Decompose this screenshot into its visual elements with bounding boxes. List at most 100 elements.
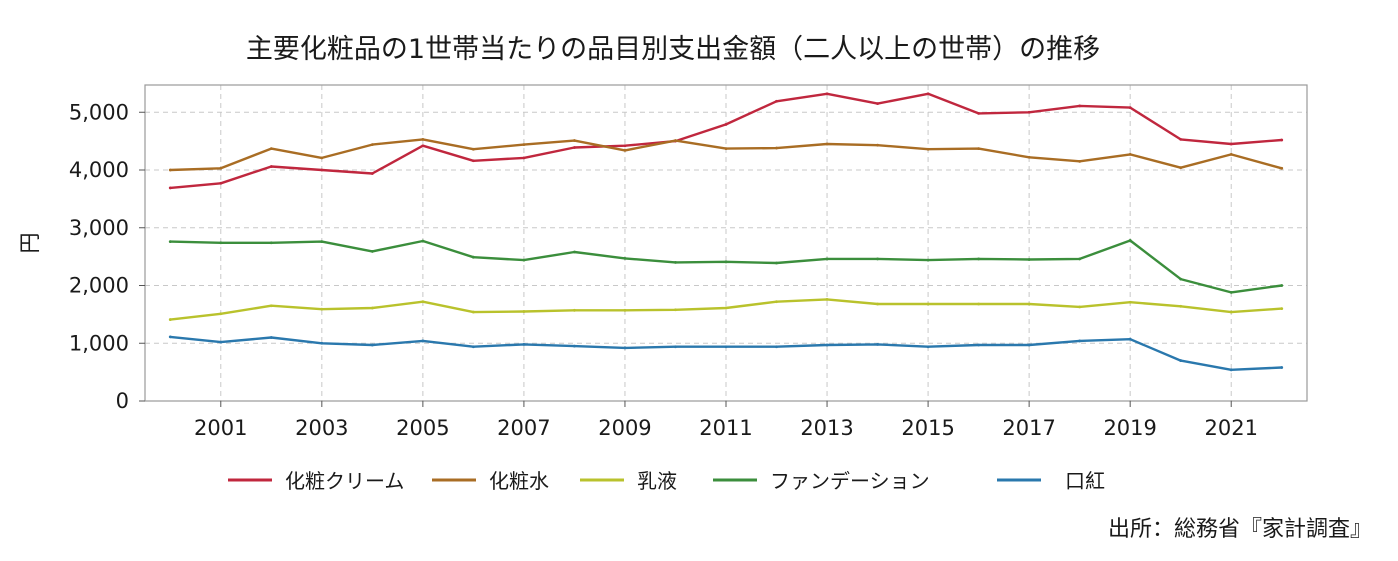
series-5 (168, 335, 1284, 372)
data-point (421, 300, 425, 304)
data-point (724, 147, 728, 151)
data-point (370, 172, 374, 175)
data-point (1179, 137, 1183, 141)
data-point (168, 318, 172, 321)
legend-item: 化粧水 (432, 469, 549, 493)
data-point (1229, 153, 1233, 156)
data-point (977, 302, 981, 306)
data-point (977, 112, 981, 115)
series-lines (168, 92, 1284, 372)
legend: 化粧クリーム 化粧水 乳液 ファンデーション 口紅 (228, 469, 1105, 493)
data-point (421, 137, 425, 141)
data-point (775, 345, 778, 349)
data-point (1027, 258, 1031, 261)
x-tick-label: 2001 (194, 416, 247, 440)
data-point (522, 156, 526, 160)
data-point (1078, 339, 1082, 343)
data-point (1078, 104, 1082, 108)
data-point (1229, 368, 1233, 372)
data-point (825, 142, 829, 146)
data-point (1179, 277, 1183, 281)
data-point (370, 143, 374, 146)
data-point (269, 336, 273, 339)
data-point (674, 345, 677, 349)
data-point (724, 306, 728, 310)
data-point (370, 250, 374, 253)
data-point (471, 159, 475, 163)
data-point (926, 147, 930, 151)
series-3 (168, 297, 1284, 321)
data-point (1280, 307, 1284, 311)
data-point (1128, 153, 1132, 156)
legend-item: 化粧クリーム (228, 469, 404, 493)
data-point (1128, 337, 1132, 341)
data-point (421, 239, 425, 243)
data-point (623, 144, 627, 148)
data-point (573, 344, 576, 348)
data-point (573, 146, 576, 149)
y-tick-label: 0 (116, 389, 129, 413)
data-point (168, 240, 172, 244)
y-axis-label: 円 (18, 233, 42, 254)
data-point (320, 240, 324, 244)
data-point (926, 92, 930, 96)
data-point (1280, 166, 1284, 170)
x-tick-label: 2007 (497, 416, 550, 440)
y-tick-label: 3,000 (69, 216, 129, 240)
data-point (269, 165, 273, 168)
data-point (623, 346, 627, 350)
data-point (977, 257, 981, 261)
data-point (926, 345, 930, 349)
data-point (522, 258, 526, 262)
data-point (573, 139, 576, 142)
data-point (219, 181, 223, 185)
y-axis-ticks: 0 1,000 2,000 3,000 4,000 5,000 (69, 100, 145, 413)
source-note: 出所：総務省『家計調査』 (1108, 517, 1372, 542)
data-point (471, 310, 475, 314)
x-tick-label: 2011 (699, 416, 752, 440)
data-point (876, 302, 879, 306)
data-point (724, 260, 728, 264)
x-tick-label: 2019 (1103, 416, 1156, 440)
x-tick-label: 2003 (295, 416, 348, 440)
legend-label: 化粧水 (489, 469, 549, 493)
legend-label: 化粧クリーム (285, 469, 404, 493)
data-point (876, 257, 879, 261)
data-point (219, 312, 223, 316)
data-point (876, 143, 879, 147)
x-tick-label: 2017 (1002, 416, 1055, 440)
data-point (168, 168, 172, 172)
data-point (168, 335, 172, 339)
x-tick-label: 2015 (901, 416, 954, 440)
data-point (471, 255, 475, 259)
data-point (674, 261, 677, 264)
data-point (421, 339, 425, 343)
data-point (219, 166, 223, 170)
data-point (724, 122, 728, 126)
data-point (674, 139, 677, 142)
data-point (674, 308, 677, 312)
data-point (1128, 300, 1132, 304)
data-point (977, 343, 981, 347)
data-point (926, 258, 930, 262)
data-point (724, 345, 728, 349)
data-point (1128, 106, 1132, 110)
data-point (1078, 257, 1082, 261)
legend-label: 乳液 (637, 469, 677, 493)
data-point (623, 148, 627, 152)
data-point (1229, 142, 1233, 146)
x-tick-label: 2005 (396, 416, 449, 440)
data-point (623, 256, 627, 260)
data-point (775, 261, 778, 265)
data-point (1078, 159, 1082, 163)
data-point (1280, 138, 1284, 142)
data-point (1280, 284, 1284, 287)
data-point (775, 300, 778, 304)
data-point (1027, 155, 1031, 159)
data-point (573, 308, 576, 312)
legend-item: ファンデーション (713, 469, 930, 493)
data-point (1027, 343, 1031, 347)
x-axis-ticks: 2001 2003 2005 2007 2009 2011 2013 2015 2017 2019… (194, 401, 1258, 440)
data-point (471, 345, 475, 349)
